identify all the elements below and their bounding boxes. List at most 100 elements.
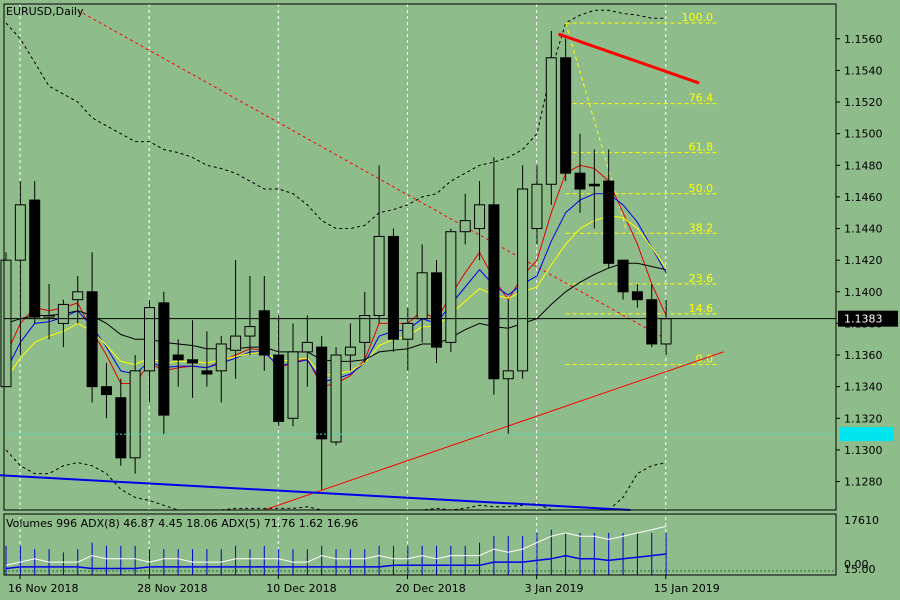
candle-bullish xyxy=(502,370,514,380)
candle-bullish xyxy=(660,318,672,345)
chart-frame xyxy=(3,3,837,576)
candle-bearish xyxy=(603,180,615,264)
sub-axis-min-label: 15.00 xyxy=(844,563,876,576)
fibo-level-label: 50.0 xyxy=(689,182,714,195)
price-tick-label: 1.1440 xyxy=(844,223,883,236)
price-lines xyxy=(4,318,836,435)
candle-bullish xyxy=(517,188,529,372)
subwindow-frame xyxy=(3,513,837,576)
trendline-red-channel xyxy=(77,9,667,340)
fibo-level-label: 38.2 xyxy=(689,221,714,234)
candle-bearish xyxy=(588,183,600,187)
sub-axis-min-label: 0.00 xyxy=(844,558,869,571)
trendline-blue-support xyxy=(0,474,631,511)
candle-bearish xyxy=(617,259,629,293)
subwindow-label: Volumes 996 ADX(8) 46.87 4.45 18.06 ADX(… xyxy=(6,517,358,530)
candle-bullish xyxy=(287,351,299,419)
indicator-subwindow xyxy=(4,525,836,575)
candle-bullish xyxy=(344,346,356,356)
price-tick-label: 1.1340 xyxy=(844,381,883,394)
candle-bearish xyxy=(560,57,572,174)
candle-bearish xyxy=(115,397,127,459)
candle-bullish xyxy=(402,322,414,340)
candle-bullish xyxy=(416,272,428,320)
candle-bearish xyxy=(158,302,170,416)
fibo-level-label: 14.6 xyxy=(689,302,714,315)
date-tick-label: 28 Nov 2018 xyxy=(137,582,207,595)
candle-bearish xyxy=(574,172,586,190)
price-tick-label: 1.1280 xyxy=(844,476,883,489)
fibo-level-label: 61.8 xyxy=(689,141,714,154)
candle-bullish xyxy=(474,204,486,230)
candle-bullish xyxy=(57,303,69,324)
date-tick-label: 16 Nov 2018 xyxy=(8,582,78,595)
candle-bullish xyxy=(144,307,155,372)
fibo-level-label: 0.0 xyxy=(696,353,714,366)
price-tick-label: 1.1500 xyxy=(844,128,883,141)
price-tick-label: 1.1560 xyxy=(844,33,883,46)
price-tick-label: 1.1520 xyxy=(844,96,883,109)
candle-bullish xyxy=(43,315,55,318)
candle-bearish xyxy=(273,354,285,422)
fibonacci-retracement: 100.0 76.4 61.8 50.0 38.2 23.6 14.6 0.0 xyxy=(565,11,718,366)
candle-bearish xyxy=(172,354,184,361)
date-tick-label: 20 Dec 2018 xyxy=(395,582,465,595)
candle-bullish xyxy=(230,335,242,351)
candle-bullish xyxy=(215,343,227,372)
candle-bearish xyxy=(316,346,328,440)
candle-bullish xyxy=(445,231,457,343)
price-tick-label: 1.1540 xyxy=(844,64,883,77)
candle-bullish xyxy=(244,326,256,337)
candle-bullish xyxy=(301,341,313,353)
candle-bullish xyxy=(0,259,12,388)
fibo-level-label: 76.4 xyxy=(689,92,714,105)
date-tick-label: 15 Jan 2019 xyxy=(654,582,720,595)
date-axis: 16 Nov 2018 28 Nov 2018 10 Dec 2018 20 Dec … xyxy=(8,575,720,595)
candle-bullish xyxy=(129,370,141,459)
sub-axis-max-label: 17610 xyxy=(844,514,879,527)
candle-bearish xyxy=(646,299,658,345)
candle-bearish xyxy=(488,204,500,380)
bollinger-upper-band xyxy=(5,9,667,229)
candle-bearish xyxy=(86,291,98,388)
candle-bearish xyxy=(100,386,112,396)
candle-bullish xyxy=(545,57,557,185)
candle-bearish xyxy=(29,199,41,318)
trendline-red-support xyxy=(264,351,724,511)
candle-bullish xyxy=(359,315,371,343)
price-tick-label: 1.1460 xyxy=(844,191,883,204)
candle-bearish xyxy=(387,235,399,340)
date-tick-label: 3 Jan 2019 xyxy=(525,582,584,595)
candle-bearish xyxy=(631,291,643,301)
candle-bearish xyxy=(258,310,270,356)
candle-bullish xyxy=(459,220,471,233)
candle-bullish xyxy=(14,204,26,261)
candle-bearish xyxy=(201,370,213,375)
candlesticks xyxy=(0,30,672,490)
fibo-diagonal xyxy=(565,22,627,229)
price-tick-label: 1.1360 xyxy=(844,349,883,362)
price-tick-label: 1.1300 xyxy=(844,444,883,457)
trendline-red-resistance xyxy=(557,32,700,85)
main-window-frame xyxy=(3,3,837,511)
candle-bearish xyxy=(187,359,199,364)
price-tick-label: 1.1420 xyxy=(844,254,883,267)
price-tick-label: 1.1320 xyxy=(844,412,883,425)
adx-white-line xyxy=(5,525,667,566)
candle-bullish xyxy=(531,183,543,230)
horizontal-level-marker xyxy=(840,427,894,442)
price-tick-label: 1.1480 xyxy=(844,159,883,172)
fibo-level-label: 100.0 xyxy=(682,11,714,24)
candle-bullish xyxy=(330,354,342,443)
candle-bearish xyxy=(431,272,442,348)
symbol-label: EURUSD,Daily xyxy=(6,5,84,18)
current-price-label: 1.1383 xyxy=(844,313,883,326)
candle-bullish xyxy=(72,291,84,301)
adx-blue-line xyxy=(5,553,667,570)
candle-bullish xyxy=(373,235,385,317)
fibo-level-label: 23.6 xyxy=(689,272,714,285)
date-tick-label: 10 Dec 2018 xyxy=(266,582,336,595)
trendlines xyxy=(0,9,724,511)
price-tick-label: 1.1400 xyxy=(844,286,883,299)
